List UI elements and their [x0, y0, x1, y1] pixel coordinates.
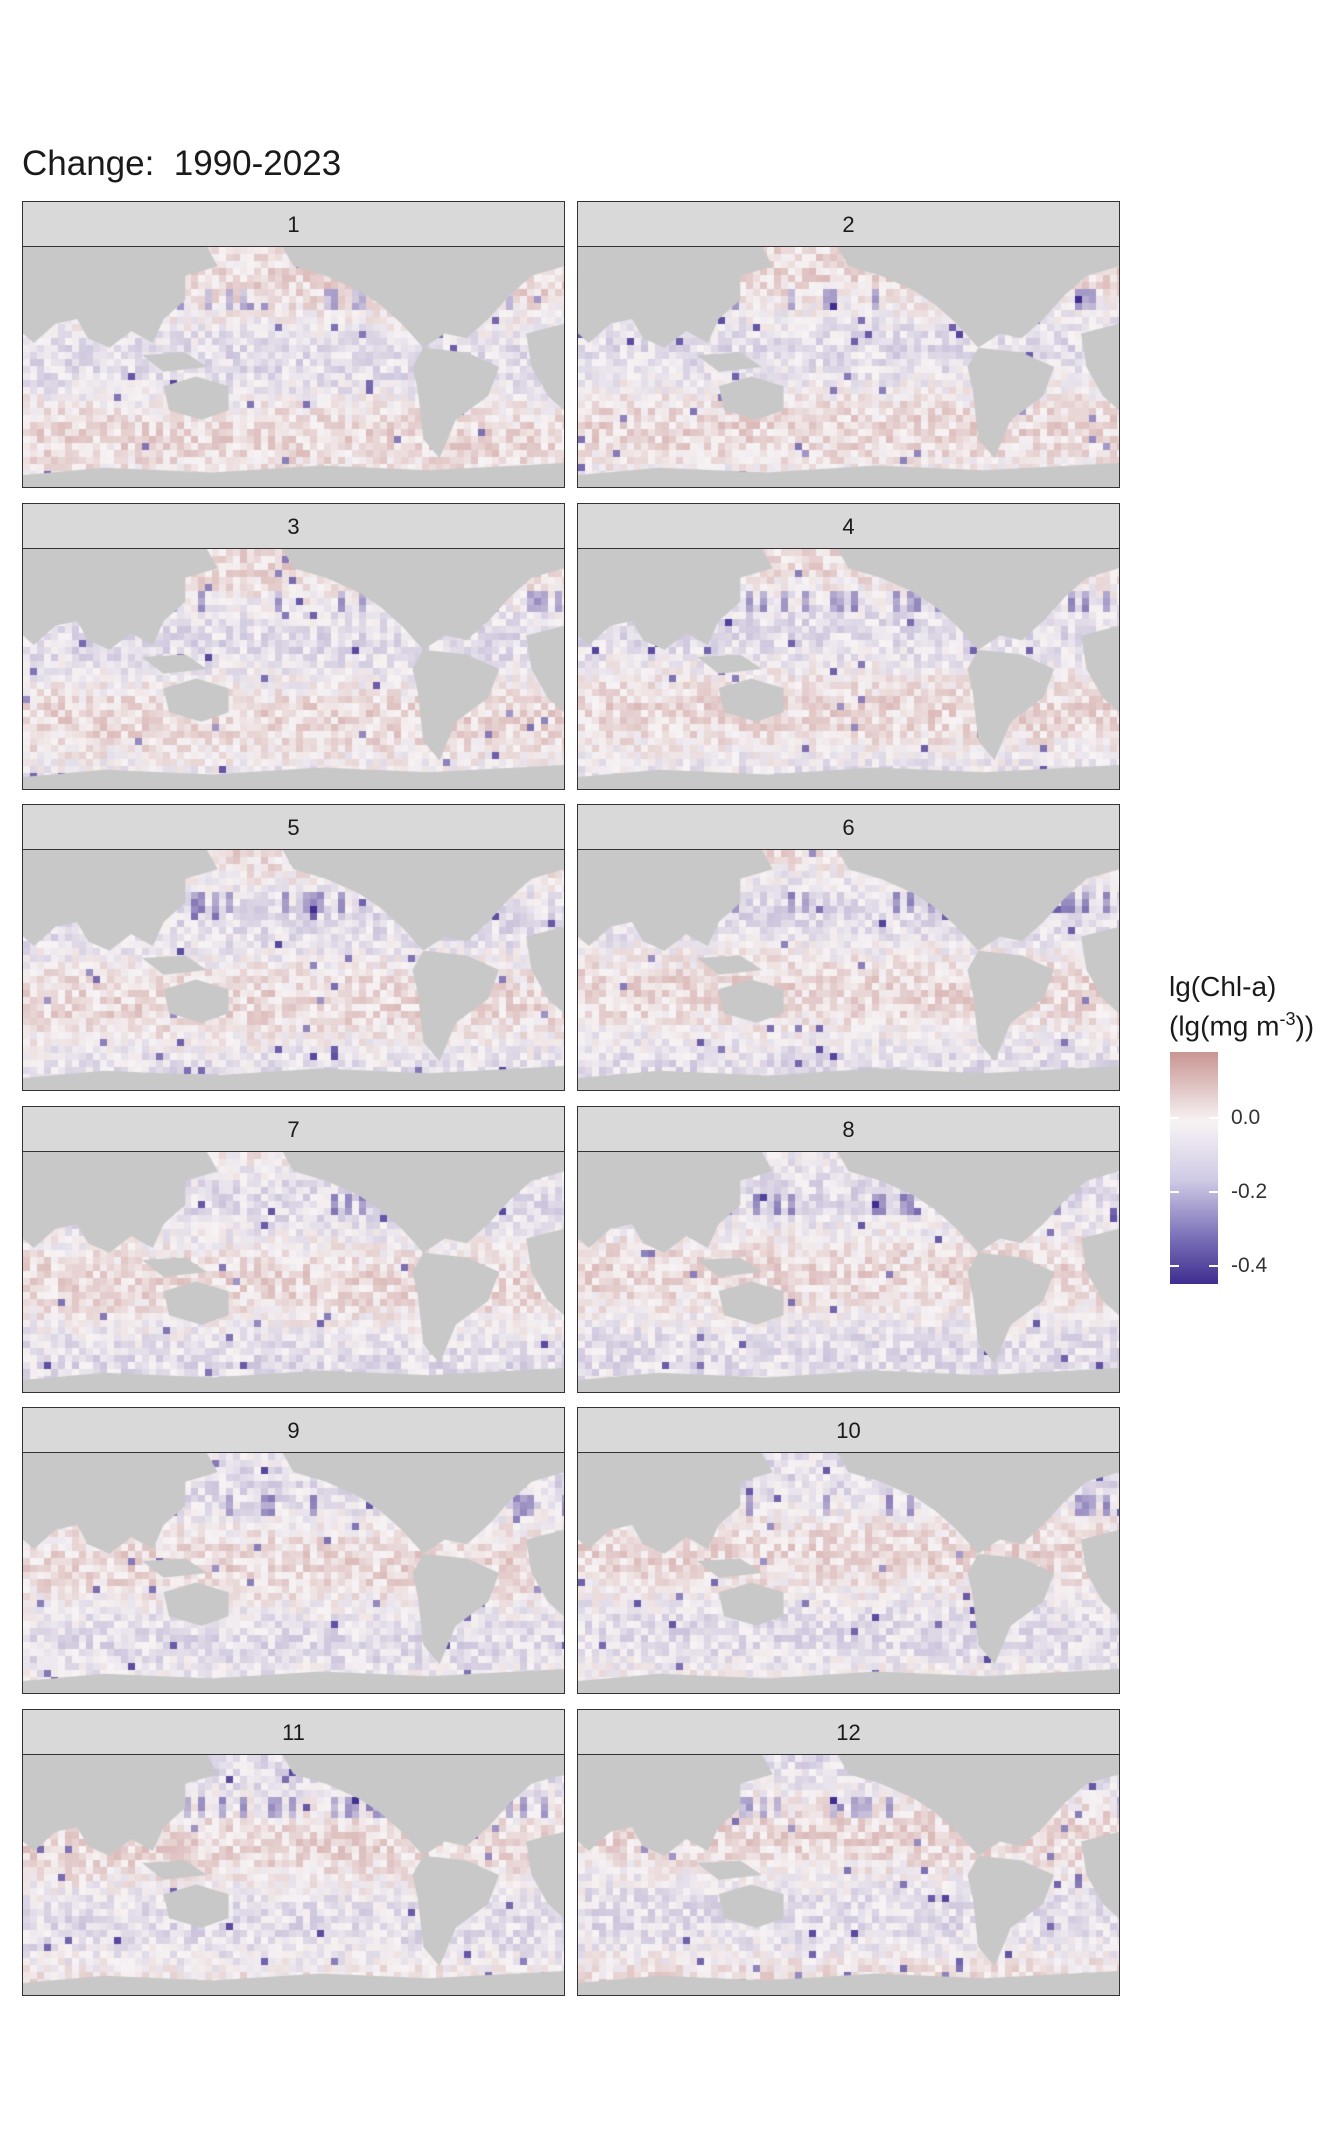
legend-tick-mark — [1170, 1264, 1179, 1267]
map-heatmap — [23, 1152, 564, 1392]
legend-title-line2: (lg(mg m-3)) — [1169, 1003, 1314, 1042]
facet-strip-label: 11 — [23, 1710, 564, 1755]
facet-strip-label: 1 — [23, 202, 564, 247]
map-heatmap — [578, 549, 1119, 789]
legend-title: lg(Chl-a) (lg(mg m-3)) — [1169, 970, 1314, 1042]
legend-title-line2-prefix: (lg(mg m — [1169, 1010, 1280, 1042]
facet-panel-11: 11 — [22, 1709, 565, 1996]
legend-title-line2-suffix: )) — [1295, 1010, 1315, 1042]
facet-panel-12: 12 — [577, 1709, 1120, 1996]
legend-tick-label: 0.0 — [1231, 1106, 1261, 1130]
facet-strip-label: 12 — [578, 1710, 1119, 1755]
facet-panel-8: 8 — [577, 1106, 1120, 1393]
legend-tick-label: -0.2 — [1231, 1179, 1268, 1203]
facet-panel-2: 2 — [577, 201, 1120, 488]
map-heatmap — [23, 549, 564, 789]
facet-strip-label: 6 — [578, 805, 1119, 850]
facet-strip-label: 4 — [578, 504, 1119, 549]
facet-strip-label: 5 — [23, 805, 564, 850]
legend-tick-mark — [1170, 1190, 1179, 1193]
map-heatmap — [578, 1755, 1119, 1995]
facet-strip-label: 9 — [23, 1408, 564, 1453]
legend-title-line1: lg(Chl-a) — [1169, 971, 1277, 1002]
map-heatmap — [578, 850, 1119, 1090]
chart-title: Change: 1990-2023 — [22, 144, 342, 183]
facet-panel-9: 9 — [22, 1407, 565, 1694]
map-heatmap — [23, 850, 564, 1090]
facet-strip-label: 7 — [23, 1107, 564, 1152]
facet-panel-1: 1 — [22, 201, 565, 488]
facet-panel-4: 4 — [577, 503, 1120, 790]
facet-panel-5: 5 — [22, 804, 565, 1091]
facet-strip-label: 3 — [23, 504, 564, 549]
legend-tick-mark — [1209, 1264, 1218, 1267]
legend-title-exponent: -3 — [1279, 1009, 1296, 1029]
facet-panel-3: 3 — [22, 503, 565, 790]
legend-tick-label: -0.4 — [1231, 1253, 1268, 1277]
map-heatmap — [23, 1453, 564, 1693]
map-heatmap — [23, 1755, 564, 1995]
legend-tick-mark — [1170, 1117, 1179, 1120]
facet-panel-7: 7 — [22, 1106, 565, 1393]
facet-strip-label: 8 — [578, 1107, 1119, 1152]
facet-panel-10: 10 — [577, 1407, 1120, 1694]
map-heatmap — [578, 1152, 1119, 1392]
map-heatmap — [23, 247, 564, 487]
legend-tick-mark — [1209, 1117, 1218, 1120]
map-heatmap — [578, 1453, 1119, 1693]
legend-colorbar — [1170, 1052, 1218, 1284]
facet-strip-label: 2 — [578, 202, 1119, 247]
map-heatmap — [578, 247, 1119, 487]
legend-tick-mark — [1209, 1190, 1218, 1193]
facet-strip-label: 10 — [578, 1408, 1119, 1453]
facet-panel-6: 6 — [577, 804, 1120, 1091]
